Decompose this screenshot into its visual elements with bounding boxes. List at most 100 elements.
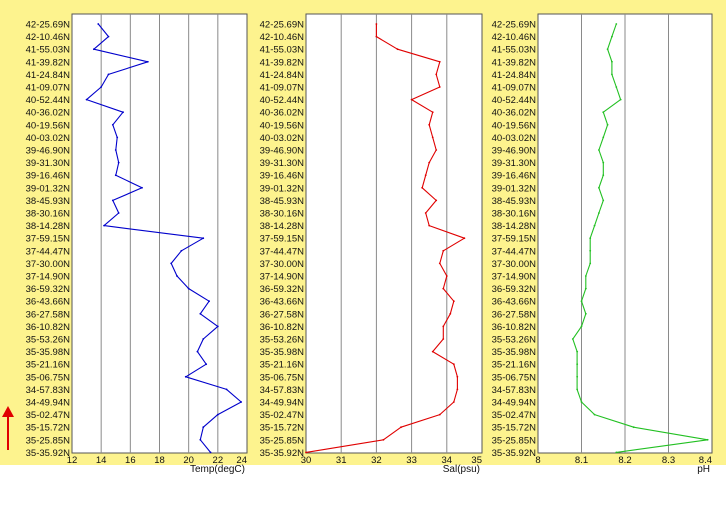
- temperature-data-point: [111, 123, 114, 126]
- ph-latitude-label: 35-53.26N: [492, 335, 537, 346]
- ph-data-point: [602, 111, 605, 114]
- ph-data-point: [602, 161, 605, 164]
- temperature-data-point: [92, 48, 95, 51]
- temperature-latitude-label: 36-59.32N: [26, 284, 71, 295]
- temperature-latitude-label: 38-45.93N: [26, 196, 71, 207]
- ph-data-point: [584, 287, 587, 290]
- salinity-data-point: [438, 86, 441, 88]
- ph-latitude-label: 40-36.02N: [492, 108, 537, 119]
- salinity-latitude-label: 35-25.85N: [260, 435, 305, 446]
- salinity-data-point: [428, 123, 431, 126]
- ph-data-point: [589, 262, 592, 265]
- ph-latitude-label: 37-30.00N: [492, 259, 537, 270]
- salinity-data-point: [421, 186, 424, 189]
- temperature-axis-label: Temp(degC): [190, 464, 245, 475]
- temperature-latitude-label: 38-30.16N: [26, 209, 71, 220]
- temperature-data-point: [170, 262, 173, 265]
- ph-latitude-label: 41-09.07N: [492, 83, 537, 94]
- temperature-latitude-label: 34-49.94N: [26, 398, 71, 409]
- ph-latitude-label: 37-44.47N: [492, 246, 537, 257]
- temperature-data-point: [107, 73, 110, 76]
- ph-latitude-label: 40-52.44N: [492, 95, 537, 106]
- temperature-data-point: [114, 149, 117, 151]
- ph-latitude-label: 40-19.56N: [492, 120, 537, 131]
- salinity-data-point: [438, 60, 441, 63]
- salinity-data-point: [452, 300, 455, 303]
- temperature-data-point: [85, 98, 88, 101]
- ph-latitude-label: 34-57.83N: [492, 385, 537, 396]
- ph-latitude-label: 38-45.93N: [492, 196, 537, 207]
- salinity-latitude-label: 40-19.56N: [260, 120, 305, 131]
- temperature-data-point: [146, 60, 149, 63]
- ph-data-point: [615, 451, 618, 454]
- salinity-data-point: [463, 237, 466, 240]
- ph-data-point: [571, 338, 574, 340]
- salinity-data-point: [431, 111, 434, 114]
- ph-latitude-label: 35-35.92N: [492, 448, 537, 459]
- ph-latitude-label: 42-10.46N: [492, 32, 537, 43]
- salinity-x-tick-label: 35: [471, 455, 482, 466]
- temperature-data-point: [180, 249, 183, 252]
- temperature-x-tick-label: 20: [183, 455, 194, 466]
- temperature-latitude-label: 39-16.46N: [26, 171, 71, 182]
- salinity-data-point: [435, 73, 438, 76]
- ph-data-point: [602, 199, 605, 202]
- ph-data-point: [611, 60, 613, 63]
- temperature-latitude-label: 40-36.02N: [26, 108, 71, 119]
- temperature-data-point: [202, 426, 205, 429]
- salinity-latitude-label: 38-14.28N: [260, 221, 305, 232]
- temperature-data-point: [205, 363, 208, 366]
- ph-latitude-label: 38-14.28N: [492, 221, 537, 232]
- temperature-data-point: [187, 287, 190, 290]
- ph-x-tick-label: 8.2: [618, 455, 631, 466]
- salinity-latitude-label: 39-31.30N: [260, 158, 305, 169]
- salinity-data-point: [449, 312, 452, 315]
- temperature-data-point: [111, 199, 114, 202]
- salinity-latitude-label: 36-43.66N: [260, 297, 305, 308]
- ph-latitude-label: 36-27.58N: [492, 309, 537, 320]
- temperature-data-point: [97, 23, 100, 25]
- temperature-latitude-label: 39-46.90N: [26, 146, 71, 157]
- salinity-latitude-label: 36-10.82N: [260, 322, 305, 333]
- ph-data-point: [615, 86, 618, 88]
- ph-latitude-label: 37-59.15N: [492, 234, 537, 245]
- ph-latitude-label: 34-49.94N: [492, 398, 537, 409]
- salinity-latitude-label: 35-35.98N: [260, 347, 305, 358]
- ph-x-tick-label: 8.1: [575, 455, 588, 466]
- temperature-data-point: [209, 451, 212, 454]
- ph-latitude-label: 42-25.69N: [492, 20, 537, 31]
- temperature-latitude-label: 36-43.66N: [26, 297, 71, 308]
- temperature-latitude-label: 36-10.82N: [26, 322, 71, 333]
- salinity-latitude-label: 35-02.47N: [260, 410, 305, 421]
- temperature-data-point: [184, 375, 187, 378]
- temperature-data-point: [116, 136, 119, 139]
- temperature-latitude-label: 37-59.15N: [26, 234, 71, 245]
- ph-data-point: [593, 413, 596, 416]
- temperature-x-tick-label: 16: [125, 455, 136, 466]
- ph-latitude-label: 35-25.85N: [492, 435, 537, 446]
- salinity-latitude-label: 39-01.32N: [260, 183, 305, 194]
- temperature-x-tick-label: 14: [96, 455, 107, 466]
- ph-data-point: [576, 350, 579, 353]
- salinity-latitude-label: 41-55.03N: [260, 45, 305, 56]
- salinity-data-point: [435, 149, 438, 151]
- ph-latitude-label: 41-24.84N: [492, 70, 537, 81]
- ph-data-point: [593, 224, 596, 227]
- salinity-latitude-label: 39-46.90N: [260, 146, 305, 157]
- ph-latitude-label: 39-01.32N: [492, 183, 537, 194]
- salinity-data-point: [442, 287, 445, 290]
- temperature-data-point: [103, 224, 105, 227]
- temperature-latitude-label: 35-35.92N: [26, 448, 71, 459]
- ph-data-point: [584, 312, 587, 315]
- salinity-latitude-label: 36-59.32N: [260, 284, 305, 295]
- salinity-data-point: [456, 375, 459, 378]
- salinity-data-point: [438, 413, 441, 416]
- temperature-data-point: [240, 401, 243, 403]
- temperature-latitude-label: 34-57.83N: [26, 385, 71, 396]
- ph-data-point: [615, 23, 618, 25]
- salinity-latitude-label: 41-09.07N: [260, 83, 305, 94]
- temperature-latitude-label: 39-01.32N: [26, 183, 71, 194]
- ph-data-point: [580, 300, 583, 303]
